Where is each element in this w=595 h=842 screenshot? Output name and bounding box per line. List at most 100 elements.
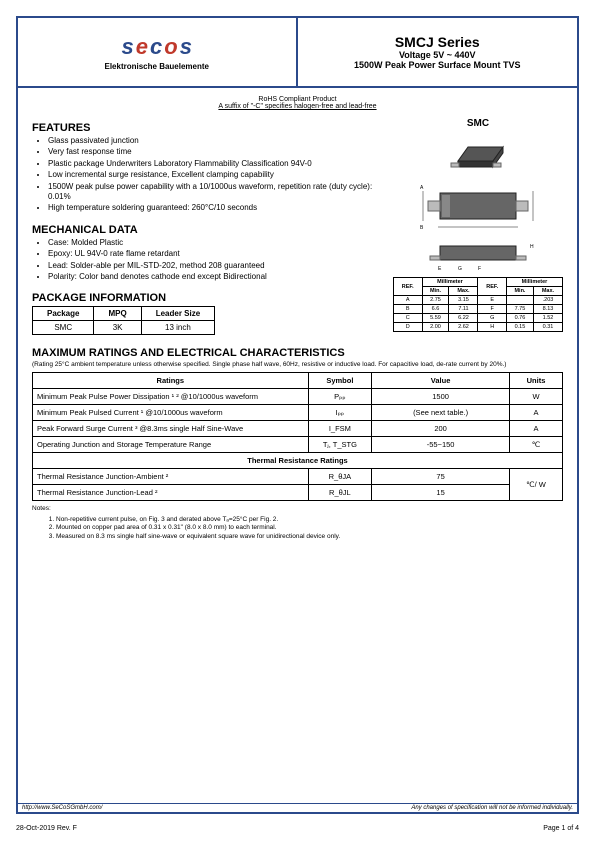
- dim-cell: 3.15: [449, 296, 478, 305]
- ratings-header: Symbol: [308, 373, 372, 389]
- list-item: Case: Molded Plastic: [48, 238, 383, 248]
- dim-sub: Min.: [422, 287, 449, 296]
- voltage-range: Voltage 5V ~ 440V: [399, 50, 476, 60]
- note-item: Mounted on copper pad area of 0.31 x 0.3…: [56, 524, 563, 532]
- ratings-cell: ℃/ W: [509, 469, 562, 501]
- dim-cell: G: [478, 314, 507, 323]
- ratings-cell: ℃: [509, 437, 562, 453]
- logo-subtitle: Elektronische Bauelemente: [105, 62, 209, 71]
- list-item: Glass passivated junction: [48, 136, 383, 146]
- dim-cell: C: [394, 314, 423, 323]
- thermal-heading: Thermal Resistance Ratings: [33, 453, 563, 469]
- dim-cell: 7.75: [506, 305, 533, 314]
- ratings-cell: (See next table.): [372, 405, 510, 421]
- dim-sub: Max.: [449, 287, 478, 296]
- note-item: Measured on 8.3 ms single half sine-wave…: [56, 533, 563, 541]
- list-item: Plastic package Underwriters Laboratory …: [48, 159, 383, 169]
- ratings-cell: R_θJL: [308, 485, 372, 501]
- ratings-header: Value: [372, 373, 510, 389]
- dim-cell: .203: [533, 296, 562, 305]
- text-column: FEATURES Glass passivated junction Very …: [32, 118, 383, 335]
- dim-cell: E: [478, 296, 507, 305]
- ratings-table: Ratings Symbol Value Units Minimum Peak …: [32, 372, 563, 501]
- list-item: 1500W peak pulse power capability with a…: [48, 182, 383, 203]
- page-number: Page 1 of 4: [543, 825, 579, 832]
- dim-cell: 0.15: [506, 323, 533, 332]
- max-ratings-sub: (Rating 25°C ambient temperature unless …: [32, 361, 563, 368]
- ratings-cell: Operating Junction and Storage Temperatu…: [33, 437, 309, 453]
- logo-letter: o: [164, 34, 177, 60]
- inner-footer: http://www.SeCoSGmbH.com/ Any changes of…: [18, 803, 577, 812]
- ratings-cell: 75: [372, 469, 510, 485]
- svg-text:A: A: [420, 185, 424, 191]
- svg-text:H: H: [530, 244, 534, 250]
- logo-letter: s: [180, 34, 192, 60]
- svg-text:G: G: [458, 266, 462, 272]
- revision-date: 28-Oct-2019 Rev. F: [16, 825, 77, 832]
- dim-cell: A: [394, 296, 423, 305]
- dim-cell: 0.31: [533, 323, 562, 332]
- dim-cell: 8.13: [533, 305, 562, 314]
- dim-cell: 1.52: [533, 314, 562, 323]
- content-area: RoHS Compliant Product A suffix of "-C" …: [18, 88, 577, 545]
- list-item: Very fast response time: [48, 147, 383, 157]
- ratings-cell: A: [509, 421, 562, 437]
- svg-text:B: B: [420, 225, 424, 231]
- pkg-info-header: Leader Size: [141, 307, 214, 321]
- pkg-info-cell: SMC: [33, 321, 94, 335]
- footer-disclaimer: Any changes of specification will not be…: [411, 805, 573, 811]
- ratings-cell: Peak Forward Surge Current ³ @8.3ms sing…: [33, 421, 309, 437]
- dim-cell: D: [394, 323, 423, 332]
- ratings-cell: I_FSM: [308, 421, 372, 437]
- ratings-cell: 1500: [372, 389, 510, 405]
- ratings-cell: Minimum Peak Pulse Power Dissipation ¹ ²…: [33, 389, 309, 405]
- dim-cell: 5.59: [422, 314, 449, 323]
- dim-cell: F: [478, 305, 507, 314]
- package-side-view-icon: H G F E: [418, 238, 538, 273]
- ratings-cell: Tⱼ, T_STG: [308, 437, 372, 453]
- series-title: SMCJ Series: [395, 34, 480, 50]
- list-item: Lead: Solder-able per MIL-STD-202, metho…: [48, 261, 383, 271]
- ratings-cell: Iₚₚ: [308, 405, 372, 421]
- dim-sub: Min.: [506, 287, 533, 296]
- dim-cell: [506, 296, 533, 305]
- ratings-cell: Thermal Resistance Junction-Ambient ²: [33, 469, 309, 485]
- header-logo-cell: s e c o s Elektronische Bauelemente: [18, 18, 298, 86]
- pkg-info-heading: PACKAGE INFORMATION: [32, 292, 383, 304]
- list-item: High temperature soldering guaranteed: 2…: [48, 203, 383, 213]
- dim-cell: 2.00: [422, 323, 449, 332]
- ratings-cell: W: [509, 389, 562, 405]
- dim-header: Millimeter: [422, 278, 478, 287]
- features-list: Glass passivated junction Very fast resp…: [32, 136, 383, 214]
- ratings-cell: 15: [372, 485, 510, 501]
- footer-url: http://www.SeCoSGmbH.com/: [22, 805, 102, 811]
- list-item: Polarity: Color band denotes cathode end…: [48, 272, 383, 282]
- svg-text:F: F: [478, 266, 481, 272]
- ratings-cell: Thermal Resistance Junction-Lead ²: [33, 485, 309, 501]
- dimension-table: REF. Millimeter REF. Millimeter Min. Max…: [393, 277, 563, 332]
- dim-cell: 0.76: [506, 314, 533, 323]
- rohs-suffix: A suffix of "-C" specifies halogen-free …: [32, 103, 563, 110]
- dim-header: REF.: [478, 278, 507, 296]
- header-title-cell: SMCJ Series Voltage 5V ~ 440V 1500W Peak…: [298, 18, 578, 86]
- ratings-cell: -55~150: [372, 437, 510, 453]
- smc-label: SMC: [393, 118, 563, 129]
- ratings-cell: Minimum Peak Pulsed Current ¹ @10/1000us…: [33, 405, 309, 421]
- list-item: Epoxy: UL 94V-0 rate flame retardant: [48, 249, 383, 259]
- page-frame: s e c o s Elektronische Bauelemente SMCJ…: [16, 16, 579, 814]
- ratings-cell: R_θJA: [308, 469, 372, 485]
- top-section: FEATURES Glass passivated junction Very …: [32, 118, 563, 335]
- mechanical-list: Case: Molded Plastic Epoxy: UL 94V-0 rat…: [32, 238, 383, 283]
- dim-cell: H: [478, 323, 507, 332]
- logo-letter: e: [136, 34, 148, 60]
- max-ratings-heading: MAXIMUM RATINGS AND ELECTRICAL CHARACTER…: [32, 347, 563, 359]
- dim-cell: 7.11: [449, 305, 478, 314]
- dim-cell: 2.62: [449, 323, 478, 332]
- package-column: SMC A B: [393, 118, 563, 335]
- features-heading: FEATURES: [32, 122, 383, 134]
- notes-section: Notes: Non-repetitive current pulse, on …: [32, 505, 563, 541]
- list-item: Low incremental surge resistance, Excell…: [48, 170, 383, 180]
- dim-cell: 2.75: [422, 296, 449, 305]
- package-3d-icon: [443, 133, 513, 173]
- header: s e c o s Elektronische Bauelemente SMCJ…: [18, 18, 577, 88]
